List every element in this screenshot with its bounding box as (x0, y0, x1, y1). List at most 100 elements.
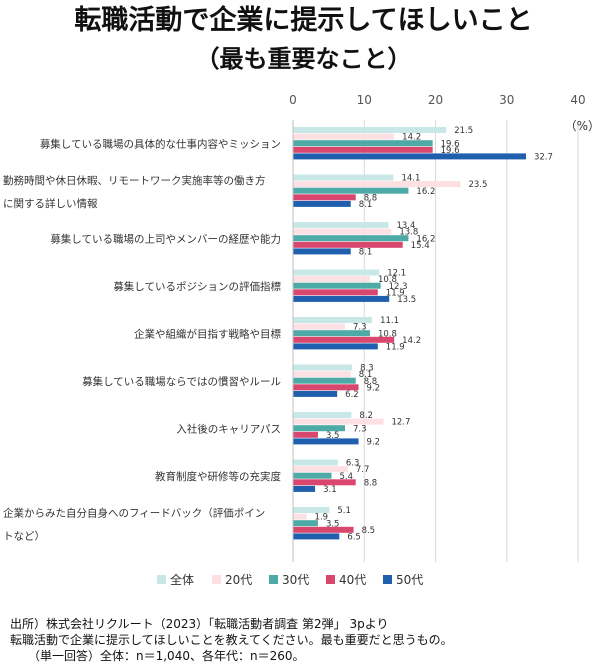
data-label: 6.3 (346, 459, 360, 469)
data-label: 7.3 (353, 424, 367, 434)
category-label: 勤務時間や休日休暇、リモートワーク実施率等の働き方 (3, 174, 266, 187)
unit-label: （%） (565, 119, 600, 133)
bar (293, 479, 356, 486)
category-label: 入社後のキャリアパス (176, 423, 281, 436)
bar (293, 187, 409, 194)
bar (293, 282, 381, 289)
bar (293, 466, 348, 473)
bar (293, 174, 394, 181)
data-label: 10.8 (378, 329, 397, 339)
data-label: 14.2 (402, 336, 421, 346)
x-tick-label: 20 (428, 93, 443, 107)
legend-label: 40代 (339, 573, 366, 587)
category-label: に関する詳しい情報 (3, 197, 98, 210)
bar (293, 390, 338, 397)
bar (293, 317, 373, 323)
bar (293, 276, 370, 283)
data-label: 8.3 (360, 364, 374, 374)
category-label: 教育制度や研修等の充実度 (155, 470, 281, 483)
legend-swatch (157, 575, 166, 584)
legend-swatch (212, 575, 221, 584)
bar (293, 412, 352, 418)
bar (293, 431, 318, 438)
data-label: 3.5 (326, 431, 340, 441)
legend-label: 30代 (282, 573, 309, 587)
bar (293, 295, 390, 302)
data-label: 3.5 (326, 519, 340, 529)
bar (293, 507, 330, 513)
x-tick-label: 0 (289, 93, 297, 107)
sample-size-note: （単一回答）全体：n＝1,040、各年代：n＝260。 (10, 649, 305, 663)
legend-label: 全体 (170, 572, 194, 587)
bar (293, 181, 461, 188)
bar (293, 418, 384, 425)
data-label: 10.8 (378, 275, 397, 285)
bar (293, 343, 378, 350)
data-label: 8.1 (359, 370, 373, 380)
bar (293, 485, 316, 492)
data-label: 15.4 (411, 241, 430, 251)
legend-label: 50代 (396, 573, 423, 587)
data-label: 9.2 (367, 383, 381, 393)
data-label: 5.1 (337, 506, 351, 516)
bar (293, 336, 395, 343)
chart-subtitle: （最も重要なこと） (195, 45, 412, 73)
data-label: 23.5 (468, 180, 487, 190)
data-label: 8.2 (359, 411, 373, 421)
data-label: 5.4 (339, 472, 353, 482)
bar (293, 228, 392, 235)
data-label: 21.5 (454, 126, 473, 136)
x-tick-label: 10 (357, 93, 372, 107)
data-label: 14.1 (401, 174, 420, 184)
data-label: 7.3 (353, 323, 367, 333)
bar (293, 384, 359, 391)
bar (293, 377, 356, 384)
category-label: 募集している職場ならではの慣習やルール (82, 375, 281, 388)
data-label: 6.5 (347, 533, 361, 543)
bar (293, 241, 403, 248)
data-label: 9.2 (367, 438, 381, 448)
source-note: 出所）株式会社リクルート（2023）「転職活動者調査 第2弾」 3pより (10, 617, 389, 631)
bar (293, 269, 380, 276)
data-label: 8.5 (362, 526, 376, 536)
bar (293, 248, 351, 255)
data-label: 12.3 (389, 282, 408, 292)
legend-swatch (383, 575, 392, 584)
category-label: 企業からみた自分自身へのフィードバック（評価ポイン (3, 507, 265, 520)
data-label: 8.1 (359, 200, 373, 210)
legend-swatch (269, 575, 278, 584)
category-label: 募集しているポジションの評価指標 (113, 280, 281, 293)
bar (293, 127, 447, 133)
data-label: 11.9 (386, 343, 405, 353)
data-label: 14.2 (402, 133, 421, 143)
legend-label: 20代 (225, 573, 252, 587)
bar (293, 438, 359, 445)
data-label: 11.9 (386, 288, 405, 298)
bar (293, 222, 389, 228)
x-tick-label: 40 (570, 93, 585, 107)
data-label: 7.7 (356, 465, 370, 475)
chart-title: 転職活動で企業に提示してほしいこと (74, 5, 533, 36)
data-label: 3.1 (323, 485, 337, 495)
data-label: 13.5 (397, 295, 416, 305)
data-label: 19.6 (441, 139, 460, 149)
bar (293, 513, 307, 520)
data-label: 8.8 (364, 478, 378, 488)
category-label: 募集している職場の上司やメンバーの経歴や能力 (50, 233, 281, 246)
data-label: 8.1 (359, 248, 373, 258)
data-label: 13.8 (399, 228, 418, 238)
bar (293, 289, 378, 296)
bar (293, 364, 353, 371)
bar (293, 200, 351, 207)
bar (293, 235, 409, 242)
legend-swatch (326, 575, 335, 584)
bar (293, 533, 340, 540)
bar (293, 472, 332, 479)
bar (293, 459, 338, 466)
data-label: 6.2 (345, 390, 359, 400)
data-label: 12.7 (391, 418, 410, 428)
data-label: 1.9 (315, 513, 329, 523)
data-label: 8.8 (364, 377, 378, 387)
data-label: 16.2 (416, 187, 435, 197)
bar (293, 425, 346, 432)
